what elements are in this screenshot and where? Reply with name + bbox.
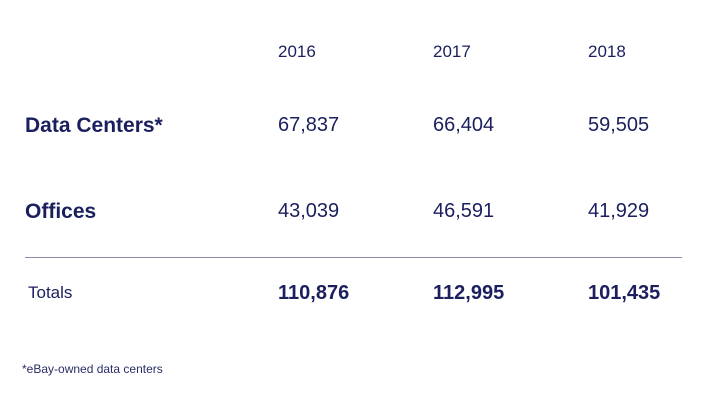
cell: 43,039	[278, 200, 340, 222]
cell: 59,505	[588, 114, 650, 136]
total-cell: 112,995	[433, 282, 505, 304]
total-cell: 110,876	[278, 282, 350, 304]
cell: 67,837	[278, 114, 340, 136]
cell: 66,404	[433, 114, 495, 136]
divider	[25, 257, 682, 258]
totals-label: Totals	[28, 283, 73, 302]
total-cell: 101,435	[588, 282, 661, 304]
footnote: *eBay-owned data centers	[22, 362, 163, 376]
year-header: 2016	[278, 42, 316, 61]
row-label: Data Centers*	[25, 114, 163, 137]
row-label: Offices	[25, 200, 97, 223]
year-header: 2017	[433, 42, 471, 61]
year-header: 2018	[588, 42, 626, 61]
cell: 46,591	[433, 200, 495, 222]
cell: 41,929	[588, 200, 650, 222]
